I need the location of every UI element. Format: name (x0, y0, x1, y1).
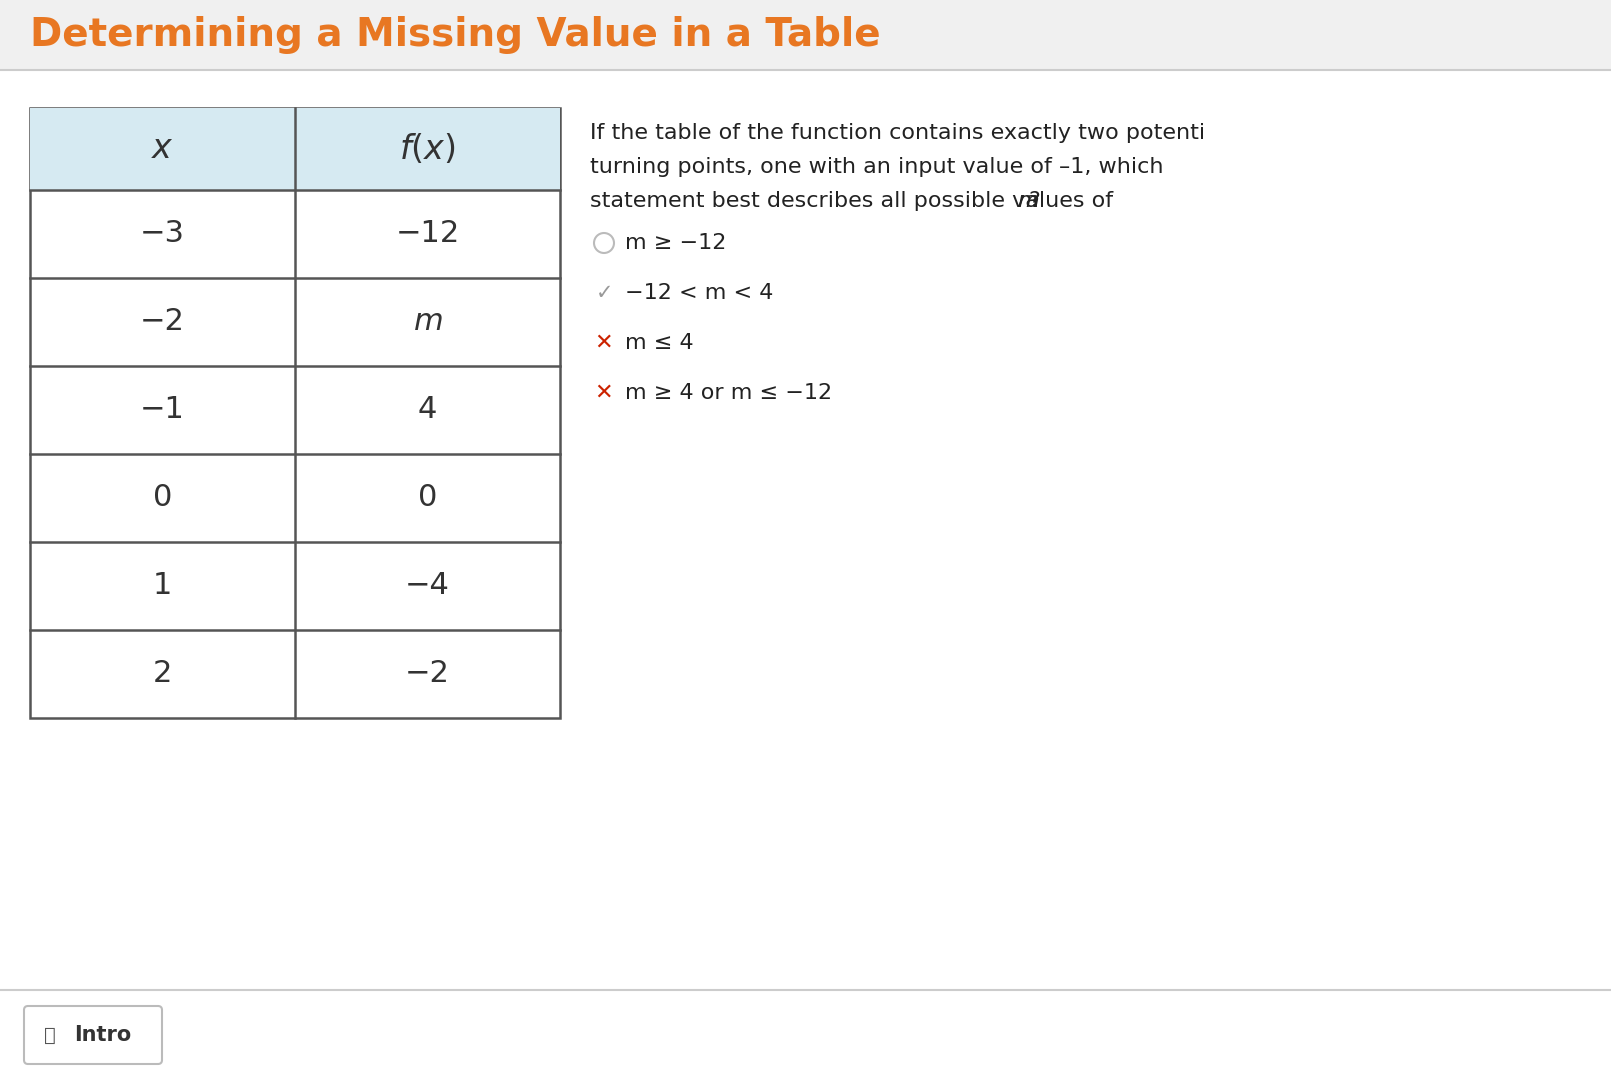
FancyBboxPatch shape (31, 108, 561, 190)
Text: $\mathit{m}$: $\mathit{m}$ (412, 307, 443, 336)
FancyBboxPatch shape (24, 1006, 163, 1064)
Text: ?: ? (1028, 191, 1041, 211)
Text: 0: 0 (417, 484, 437, 512)
Text: $\mathit{f}(\mathit{x})$: $\mathit{f}(\mathit{x})$ (400, 132, 456, 166)
Text: ✓: ✓ (596, 284, 614, 303)
Text: 2: 2 (153, 660, 172, 689)
Text: $\mathit{m}$: $\mathit{m}$ (1017, 191, 1039, 211)
FancyBboxPatch shape (31, 108, 561, 718)
Text: ✕: ✕ (594, 333, 612, 353)
FancyBboxPatch shape (623, 275, 1023, 310)
Text: −2: −2 (404, 660, 449, 689)
Text: −12: −12 (395, 220, 459, 249)
FancyBboxPatch shape (623, 225, 1023, 261)
Text: Determining a Missing Value in a Table: Determining a Missing Value in a Table (31, 16, 881, 54)
Text: m ≤ 4: m ≤ 4 (625, 333, 694, 353)
Text: 0: 0 (153, 484, 172, 512)
Text: statement best describes all possible values of: statement best describes all possible va… (590, 191, 1120, 211)
FancyBboxPatch shape (623, 324, 1023, 361)
Text: m ≥− 12: m ≥− 12 (625, 233, 727, 253)
Text: −2: −2 (140, 307, 185, 336)
Text: −12 < m < 4: −12 < m < 4 (625, 284, 773, 303)
Text: turning points, one with an input value of –1, which: turning points, one with an input value … (590, 157, 1163, 177)
Text: −4: −4 (404, 571, 449, 600)
Text: m ≥ 4 or m ≤ −12: m ≥ 4 or m ≤ −12 (625, 383, 833, 403)
Text: m ≤ 4: m ≤ 4 (625, 333, 694, 353)
Text: −3: −3 (140, 220, 185, 249)
Text: Intro: Intro (74, 1025, 132, 1045)
Text: −12 < m < 4: −12 < m < 4 (625, 284, 773, 303)
FancyBboxPatch shape (0, 0, 1611, 70)
Text: 1: 1 (153, 571, 172, 600)
Text: 🔊: 🔊 (43, 1025, 56, 1045)
Text: $\mathit{x}$: $\mathit{x}$ (151, 133, 174, 166)
Text: ✕: ✕ (594, 383, 612, 403)
Text: −1: −1 (140, 396, 185, 425)
Text: m ≥ 4 or m ≤ −12: m ≥ 4 or m ≤ −12 (625, 383, 833, 403)
Text: 4: 4 (417, 396, 437, 425)
FancyBboxPatch shape (623, 375, 1023, 411)
Text: If the table of the function contains exactly two potenti: If the table of the function contains ex… (590, 123, 1205, 143)
Text: m ≥ −12: m ≥ −12 (625, 233, 727, 253)
